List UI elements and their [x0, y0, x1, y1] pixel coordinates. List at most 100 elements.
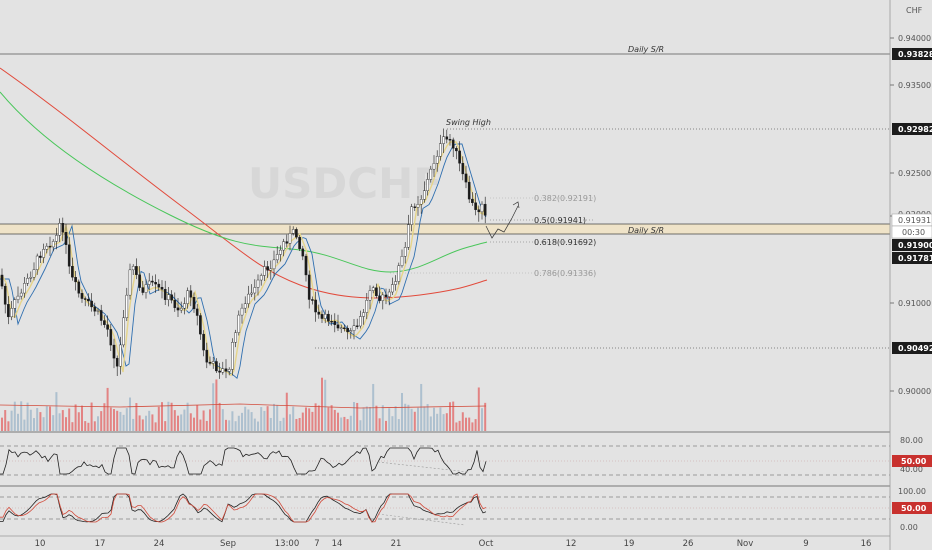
candlesticks [0, 128, 487, 379]
volume-bar [234, 421, 237, 431]
volume-bar [333, 409, 336, 431]
volume-bar [148, 410, 151, 431]
candle-body [80, 293, 84, 299]
candle-body [368, 290, 372, 301]
time-label: 17 [95, 539, 106, 549]
volume-bar [20, 401, 23, 431]
candle-body [256, 279, 260, 288]
candle-body [263, 266, 266, 276]
volume-bar [413, 411, 416, 431]
candle-body [400, 256, 404, 266]
price-tag-bg [892, 123, 932, 135]
candle-body [378, 295, 381, 301]
volume-bar [90, 402, 93, 431]
sr-zone [0, 224, 890, 234]
currency-label: CHF [906, 6, 923, 15]
candle-body [458, 150, 461, 164]
volume-bar [212, 383, 215, 431]
candle-body [51, 241, 55, 248]
current-price-tag: 0.91931 [898, 216, 931, 225]
volume-bar [122, 414, 125, 431]
volume-bar [445, 413, 448, 431]
volume-bar [10, 410, 13, 431]
candle-body [266, 266, 269, 271]
volume-bar [209, 409, 211, 431]
candle-body [391, 284, 394, 293]
time-axis[interactable]: 10 17 24 Sep 13:00 7 14 21 Oct 12 19 26 … [35, 539, 872, 549]
volume-bar [273, 403, 275, 431]
price-tag: 0.93828 [898, 50, 932, 59]
volume-bar [87, 422, 90, 431]
volume-bar [266, 406, 269, 431]
candle-body [29, 277, 33, 279]
volume-bar [407, 404, 410, 431]
volume-bar [145, 415, 147, 431]
candle-body [189, 290, 193, 298]
candle-body [407, 224, 410, 248]
volume-bar [183, 409, 186, 431]
stoch-tick: 0.00 [900, 523, 918, 532]
volume-bar [33, 418, 35, 431]
price-tag: 0.91900 [898, 241, 932, 250]
time-label: 13:00 [275, 539, 300, 549]
fib-618-label: 0.618(0.91692) [534, 238, 596, 247]
candle-body [157, 283, 161, 288]
candle-body [167, 294, 170, 300]
volume-bar [71, 422, 74, 431]
volume-bar [167, 401, 170, 431]
candle-body [394, 281, 397, 285]
volume-bar [276, 405, 279, 431]
time-label: 16 [861, 539, 872, 549]
volume-bar [77, 412, 80, 431]
volume-bar [289, 414, 291, 431]
volume-bar [436, 413, 439, 431]
time-label: 9 [803, 539, 808, 549]
volume-bar [17, 413, 19, 431]
volume-bar [468, 417, 471, 431]
volume-bar [250, 412, 253, 431]
candle-body [320, 314, 324, 319]
candle-body [285, 241, 289, 244]
volume-bar [484, 402, 487, 431]
volume-bar [244, 406, 247, 431]
candle-body [23, 283, 26, 294]
candle-body [16, 295, 20, 300]
candle-body [131, 266, 135, 271]
fib-retracement[interactable]: 0.382(0.92191) 0.5(0.91941) 0.618(0.9169… [390, 194, 596, 278]
volume-bar [285, 392, 288, 431]
projection-path [485, 205, 519, 239]
candle-body [64, 232, 68, 245]
arrow-head-icon [512, 201, 520, 209]
volume-bar [109, 407, 112, 431]
volume-bar [221, 409, 224, 431]
candle-body [74, 277, 77, 283]
volume-bar [349, 415, 352, 431]
candle-body [432, 163, 436, 170]
candle-body [227, 369, 231, 372]
volume-bar [61, 410, 64, 431]
candle-body [467, 181, 471, 200]
candle-body [355, 325, 359, 327]
candle-body [471, 198, 474, 203]
candle-body [426, 179, 429, 191]
stoch-pane[interactable] [0, 493, 890, 526]
candle-body [163, 289, 167, 300]
candle-body [115, 357, 119, 367]
candle-body [333, 321, 337, 325]
moving-averages [0, 67, 488, 380]
rsi-pane[interactable] [0, 445, 890, 476]
volume-bar [180, 414, 183, 431]
candle-body [362, 312, 365, 317]
volume-bar [324, 379, 327, 431]
rsi-tag: 50.00 [901, 457, 927, 466]
time-label: 21 [391, 539, 402, 549]
price-tag: 0.92982 [898, 125, 932, 134]
candle-body [125, 294, 129, 319]
volume-bar [74, 404, 77, 431]
volume-bar [311, 411, 314, 431]
price-tick: 0.94000 [898, 34, 931, 43]
volume-bar [423, 406, 426, 431]
volume-bar [301, 412, 304, 431]
